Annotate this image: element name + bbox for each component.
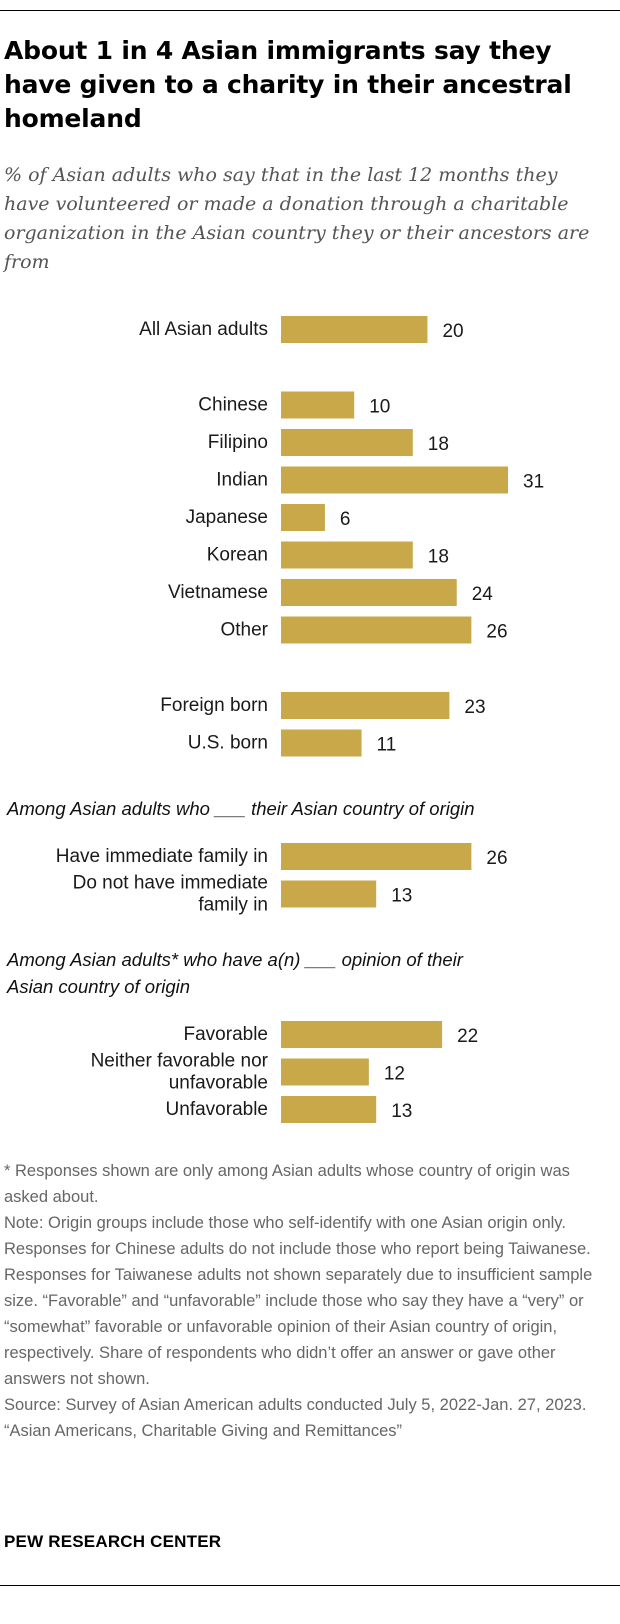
bar-label: Favorable: [184, 1024, 269, 1045]
group-header: Among Asian adults who ___ their Asian c…: [6, 798, 475, 819]
data-label: 13: [391, 1101, 412, 1122]
bar: [281, 541, 413, 569]
bar-chart: All Asian adults 20 Chinese 10 Filipino 18 Ind…: [6, 316, 544, 1123]
bar: [281, 1096, 377, 1123]
source-note: Source: Survey of Asian American adults …: [4, 1396, 587, 1414]
bar: [281, 466, 508, 494]
bar-label: unfavorable: [169, 1073, 268, 1094]
bar: [281, 316, 428, 343]
bar-label: Filipino: [208, 432, 268, 453]
group-header: Asian country of origin: [6, 976, 190, 997]
bar: [281, 429, 413, 456]
bar: [281, 579, 457, 606]
bar-label: Have immediate family in: [56, 846, 268, 867]
bar-label: Korean: [207, 545, 268, 566]
data-label: 18: [428, 547, 449, 568]
bar-label: family in: [198, 895, 268, 916]
methodology-note: Note: Origin groups include those who se…: [4, 1214, 593, 1388]
bar-label: All Asian adults: [139, 319, 268, 340]
chart-subtitle: % of Asian adults who say that in the la…: [4, 164, 590, 273]
data-label: 26: [486, 622, 507, 643]
data-label: 12: [384, 1064, 405, 1085]
bottom-rule: [0, 1585, 620, 1586]
bar: [281, 1021, 443, 1048]
bar-label: Neither favorable nor: [91, 1051, 269, 1072]
data-label: 20: [442, 321, 463, 342]
data-label: 24: [472, 584, 494, 605]
data-label: 10: [369, 397, 390, 418]
data-label: 22: [457, 1026, 478, 1047]
bar: [281, 391, 355, 419]
bar: [281, 692, 450, 719]
bar: [281, 504, 325, 531]
bar: [281, 843, 472, 870]
bar-label: U.S. born: [188, 733, 268, 754]
pew-research-logo: PEW RESEARCH CENTER: [4, 1532, 222, 1551]
data-label: 6: [340, 509, 351, 530]
bar-label: Other: [220, 620, 268, 641]
bar-label: Vietnamese: [168, 582, 268, 603]
bar: [281, 1058, 369, 1086]
data-label: 26: [486, 848, 507, 869]
bar: [281, 729, 362, 757]
notes-section: * Responses shown are only among Asian a…: [4, 1158, 604, 1444]
data-label: 11: [377, 735, 397, 756]
bar: [281, 880, 377, 908]
bar: [281, 616, 472, 644]
top-rule: [0, 10, 620, 11]
bar-label: Japanese: [186, 507, 268, 528]
bar-label: Foreign born: [160, 695, 268, 716]
bar-label: Unfavorable: [166, 1099, 268, 1120]
bar-label: Do not have immediate: [73, 873, 268, 894]
data-label: 18: [428, 434, 449, 455]
chart-title: About 1 in 4 Asian immigrants say they h…: [4, 36, 572, 133]
data-label: 23: [464, 697, 485, 718]
data-label: 31: [523, 472, 544, 493]
data-label: 13: [391, 886, 412, 907]
asterisk-note: * Responses shown are only among Asian a…: [4, 1162, 570, 1206]
bar-label: Chinese: [198, 395, 268, 416]
report-title: “Asian Americans, Charitable Giving and …: [4, 1422, 403, 1440]
group-header: Among Asian adults* who have a(n) ___ op…: [6, 949, 464, 970]
bar-label: Indian: [216, 470, 268, 491]
